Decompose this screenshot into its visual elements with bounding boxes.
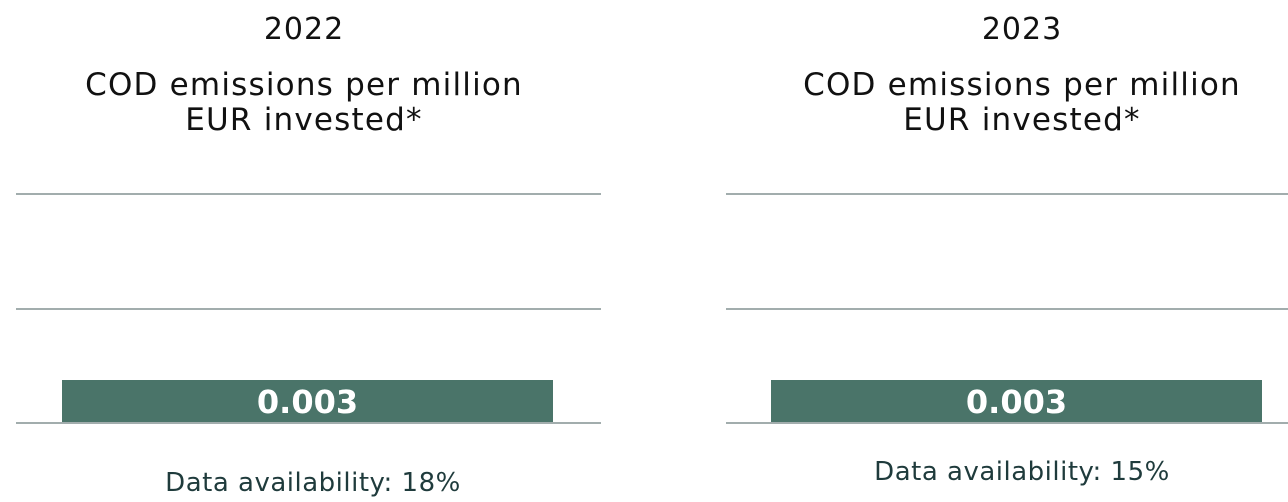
- gridline-2: [726, 308, 1288, 310]
- data-availability: Data availability: 15%: [874, 457, 1170, 487]
- bar-value-label: 0.003: [965, 383, 1068, 421]
- chart-title-line-2: EUR invested*: [185, 102, 423, 138]
- chart-title: COD emissions per million EUR invested*: [0, 68, 608, 138]
- bar-value-label: 0.003: [256, 383, 359, 421]
- chart-panel-2022: 2022 COD emissions per million EUR inves…: [0, 0, 620, 502]
- chart-year: 2022: [263, 12, 345, 47]
- data-availability: Data availability: 18%: [165, 468, 461, 498]
- bar-2023: [771, 380, 1262, 422]
- chart-title-line-1: COD emissions per million: [803, 67, 1241, 103]
- gridline-2: [16, 308, 601, 310]
- chart-year: 2023: [981, 12, 1063, 47]
- gridline-1: [726, 193, 1288, 195]
- chart-title: COD emissions per million EUR invested*: [710, 68, 1288, 138]
- chart-title-line-1: COD emissions per million: [85, 67, 523, 103]
- chart-title-line-2: EUR invested*: [903, 102, 1141, 138]
- x-axis-baseline: [726, 422, 1288, 424]
- bar-2022: [62, 380, 553, 422]
- gridline-1: [16, 193, 601, 195]
- chart-panel-2023: 2023 COD emissions per million EUR inves…: [710, 0, 1288, 502]
- x-axis-baseline: [16, 422, 601, 424]
